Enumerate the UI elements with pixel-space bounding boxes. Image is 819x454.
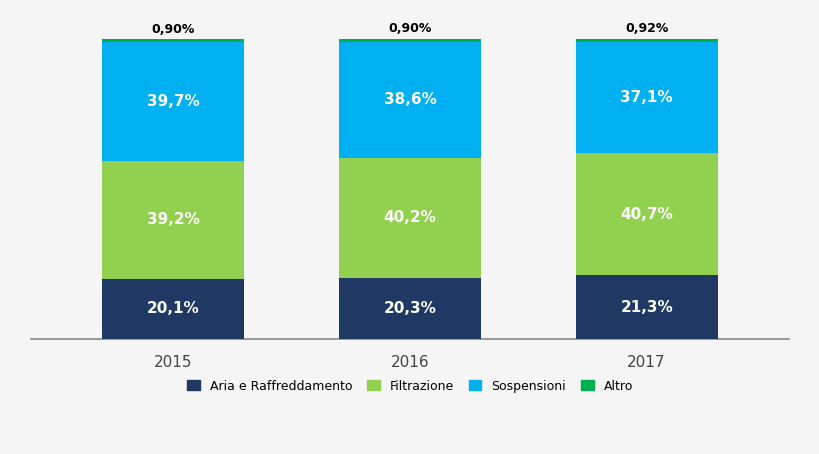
Bar: [338, 39, 481, 42]
Text: 40,7%: 40,7%: [619, 207, 672, 222]
Text: 0,92%: 0,92%: [624, 22, 667, 35]
Bar: [102, 42, 244, 161]
Bar: [575, 39, 717, 42]
Bar: [102, 39, 244, 42]
Bar: [102, 279, 244, 339]
Text: 20,1%: 20,1%: [147, 301, 200, 316]
Bar: [338, 42, 481, 158]
Bar: [338, 158, 481, 278]
Text: 38,6%: 38,6%: [383, 92, 436, 107]
Text: 0,90%: 0,90%: [152, 23, 195, 36]
Text: 39,7%: 39,7%: [147, 94, 200, 109]
Bar: [575, 153, 717, 275]
Text: 20,3%: 20,3%: [383, 301, 436, 316]
Text: 39,2%: 39,2%: [147, 212, 200, 227]
Bar: [102, 161, 244, 279]
Text: 21,3%: 21,3%: [619, 300, 672, 315]
Bar: [575, 42, 717, 153]
Bar: [338, 278, 481, 339]
Legend: Aria e Raffreddamento, Filtrazione, Sospensioni, Altro: Aria e Raffreddamento, Filtrazione, Sosp…: [182, 375, 637, 398]
Bar: [575, 275, 717, 339]
Text: 0,90%: 0,90%: [388, 22, 431, 35]
Text: 40,2%: 40,2%: [383, 210, 436, 225]
Text: 37,1%: 37,1%: [619, 90, 672, 105]
